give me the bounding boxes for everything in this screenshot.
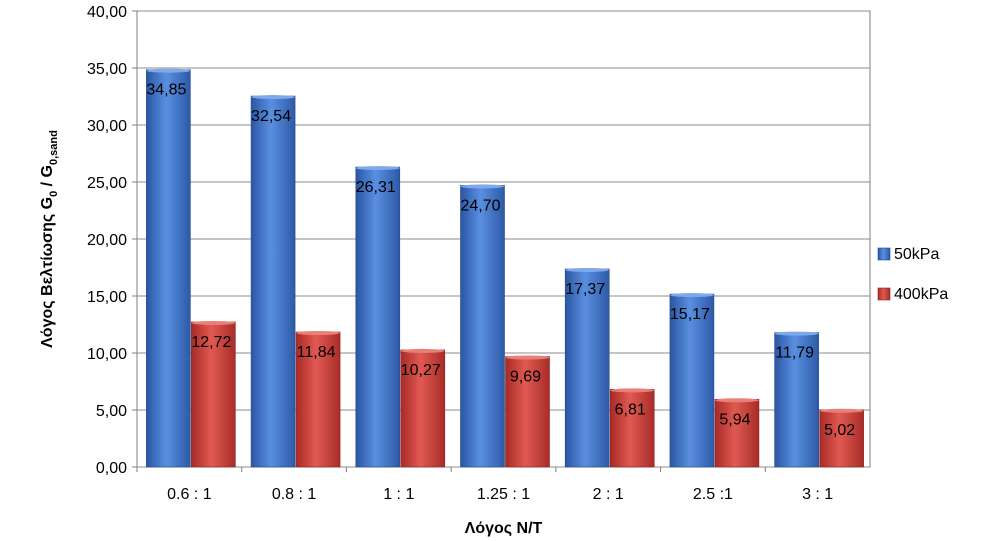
bar-top-cap (774, 331, 819, 336)
bar-top-cap (146, 68, 191, 73)
legend-label-50kpa: 50kPa (894, 246, 939, 263)
y-tick-label: 25,00 (87, 175, 127, 192)
bar-50kpa (146, 69, 191, 468)
bar-top-cap (714, 398, 759, 403)
bar-top-cap (400, 348, 445, 353)
x-tick-label: 2 : 1 (593, 486, 624, 503)
data-label: 32,54 (251, 108, 291, 125)
data-label: 34,85 (146, 82, 186, 99)
data-label: 9,69 (510, 369, 541, 386)
legend-swatch-50kpa (877, 247, 891, 261)
data-label: 26,31 (356, 179, 396, 196)
bar-top-cap (296, 331, 341, 336)
bar-50kpa (669, 293, 715, 468)
bar-50kpa (355, 166, 401, 468)
bar-400kpa (191, 321, 236, 468)
bar-50kpa (460, 185, 505, 468)
bar-400kpa (505, 356, 550, 468)
data-label: 6,81 (615, 401, 646, 418)
x-axis-title: Λόγος N/T (465, 520, 543, 537)
bar-top-cap (191, 320, 236, 325)
bar-400kpa (609, 389, 655, 468)
x-tick-label: 0.8 : 1 (272, 486, 317, 503)
bar-top-cap (610, 388, 655, 393)
x-tick-label: 2.5 :1 (693, 486, 733, 503)
x-tick-label: 3 : 1 (802, 486, 833, 503)
y-tick-label: 35,00 (87, 61, 127, 78)
legend-swatch-400kpa (877, 287, 891, 301)
bar-50kpa (774, 332, 819, 468)
bar-top-cap (819, 408, 864, 413)
bar-top-cap (565, 267, 610, 272)
bar-400kpa (819, 409, 864, 468)
data-label: 15,17 (670, 306, 710, 323)
y-tick-label: 40,00 (87, 4, 127, 21)
y-tick-label: 20,00 (87, 232, 127, 249)
y-tick-label: 15,00 (87, 289, 127, 306)
data-label: 24,70 (460, 197, 500, 214)
bar-top-cap (460, 184, 505, 189)
bar-400kpa (714, 398, 760, 468)
bar-50kpa (564, 268, 610, 468)
y-tick-label: 0,00 (96, 460, 127, 477)
bar-400kpa (295, 331, 341, 468)
data-label: 10,27 (401, 362, 441, 379)
y-axis-title: Λόγος Βελτίωσης G0 / G0,sand (39, 130, 60, 348)
y-tick-label: 10,00 (87, 346, 127, 363)
x-tick-label: 1 : 1 (383, 486, 414, 503)
y-tick-label: 5,00 (96, 403, 127, 420)
data-label: 5,02 (824, 422, 855, 439)
bar-top-cap (505, 355, 550, 360)
x-tick-label: 1.25 : 1 (477, 486, 530, 503)
bar-top-cap (669, 293, 714, 298)
data-label: 11,79 (775, 345, 814, 362)
data-label: 12,72 (191, 334, 231, 351)
bar-50kpa (250, 95, 296, 468)
data-label: 17,37 (565, 281, 605, 298)
data-label: 11,84 (297, 344, 336, 361)
y-tick-label: 30,00 (87, 118, 127, 135)
x-tick-label: 0.6 : 1 (167, 486, 212, 503)
data-label: 5,94 (719, 411, 750, 428)
legend-label-400kpa: 400kPa (894, 286, 948, 303)
bar-top-cap (251, 95, 296, 100)
bar-top-cap (355, 166, 400, 171)
